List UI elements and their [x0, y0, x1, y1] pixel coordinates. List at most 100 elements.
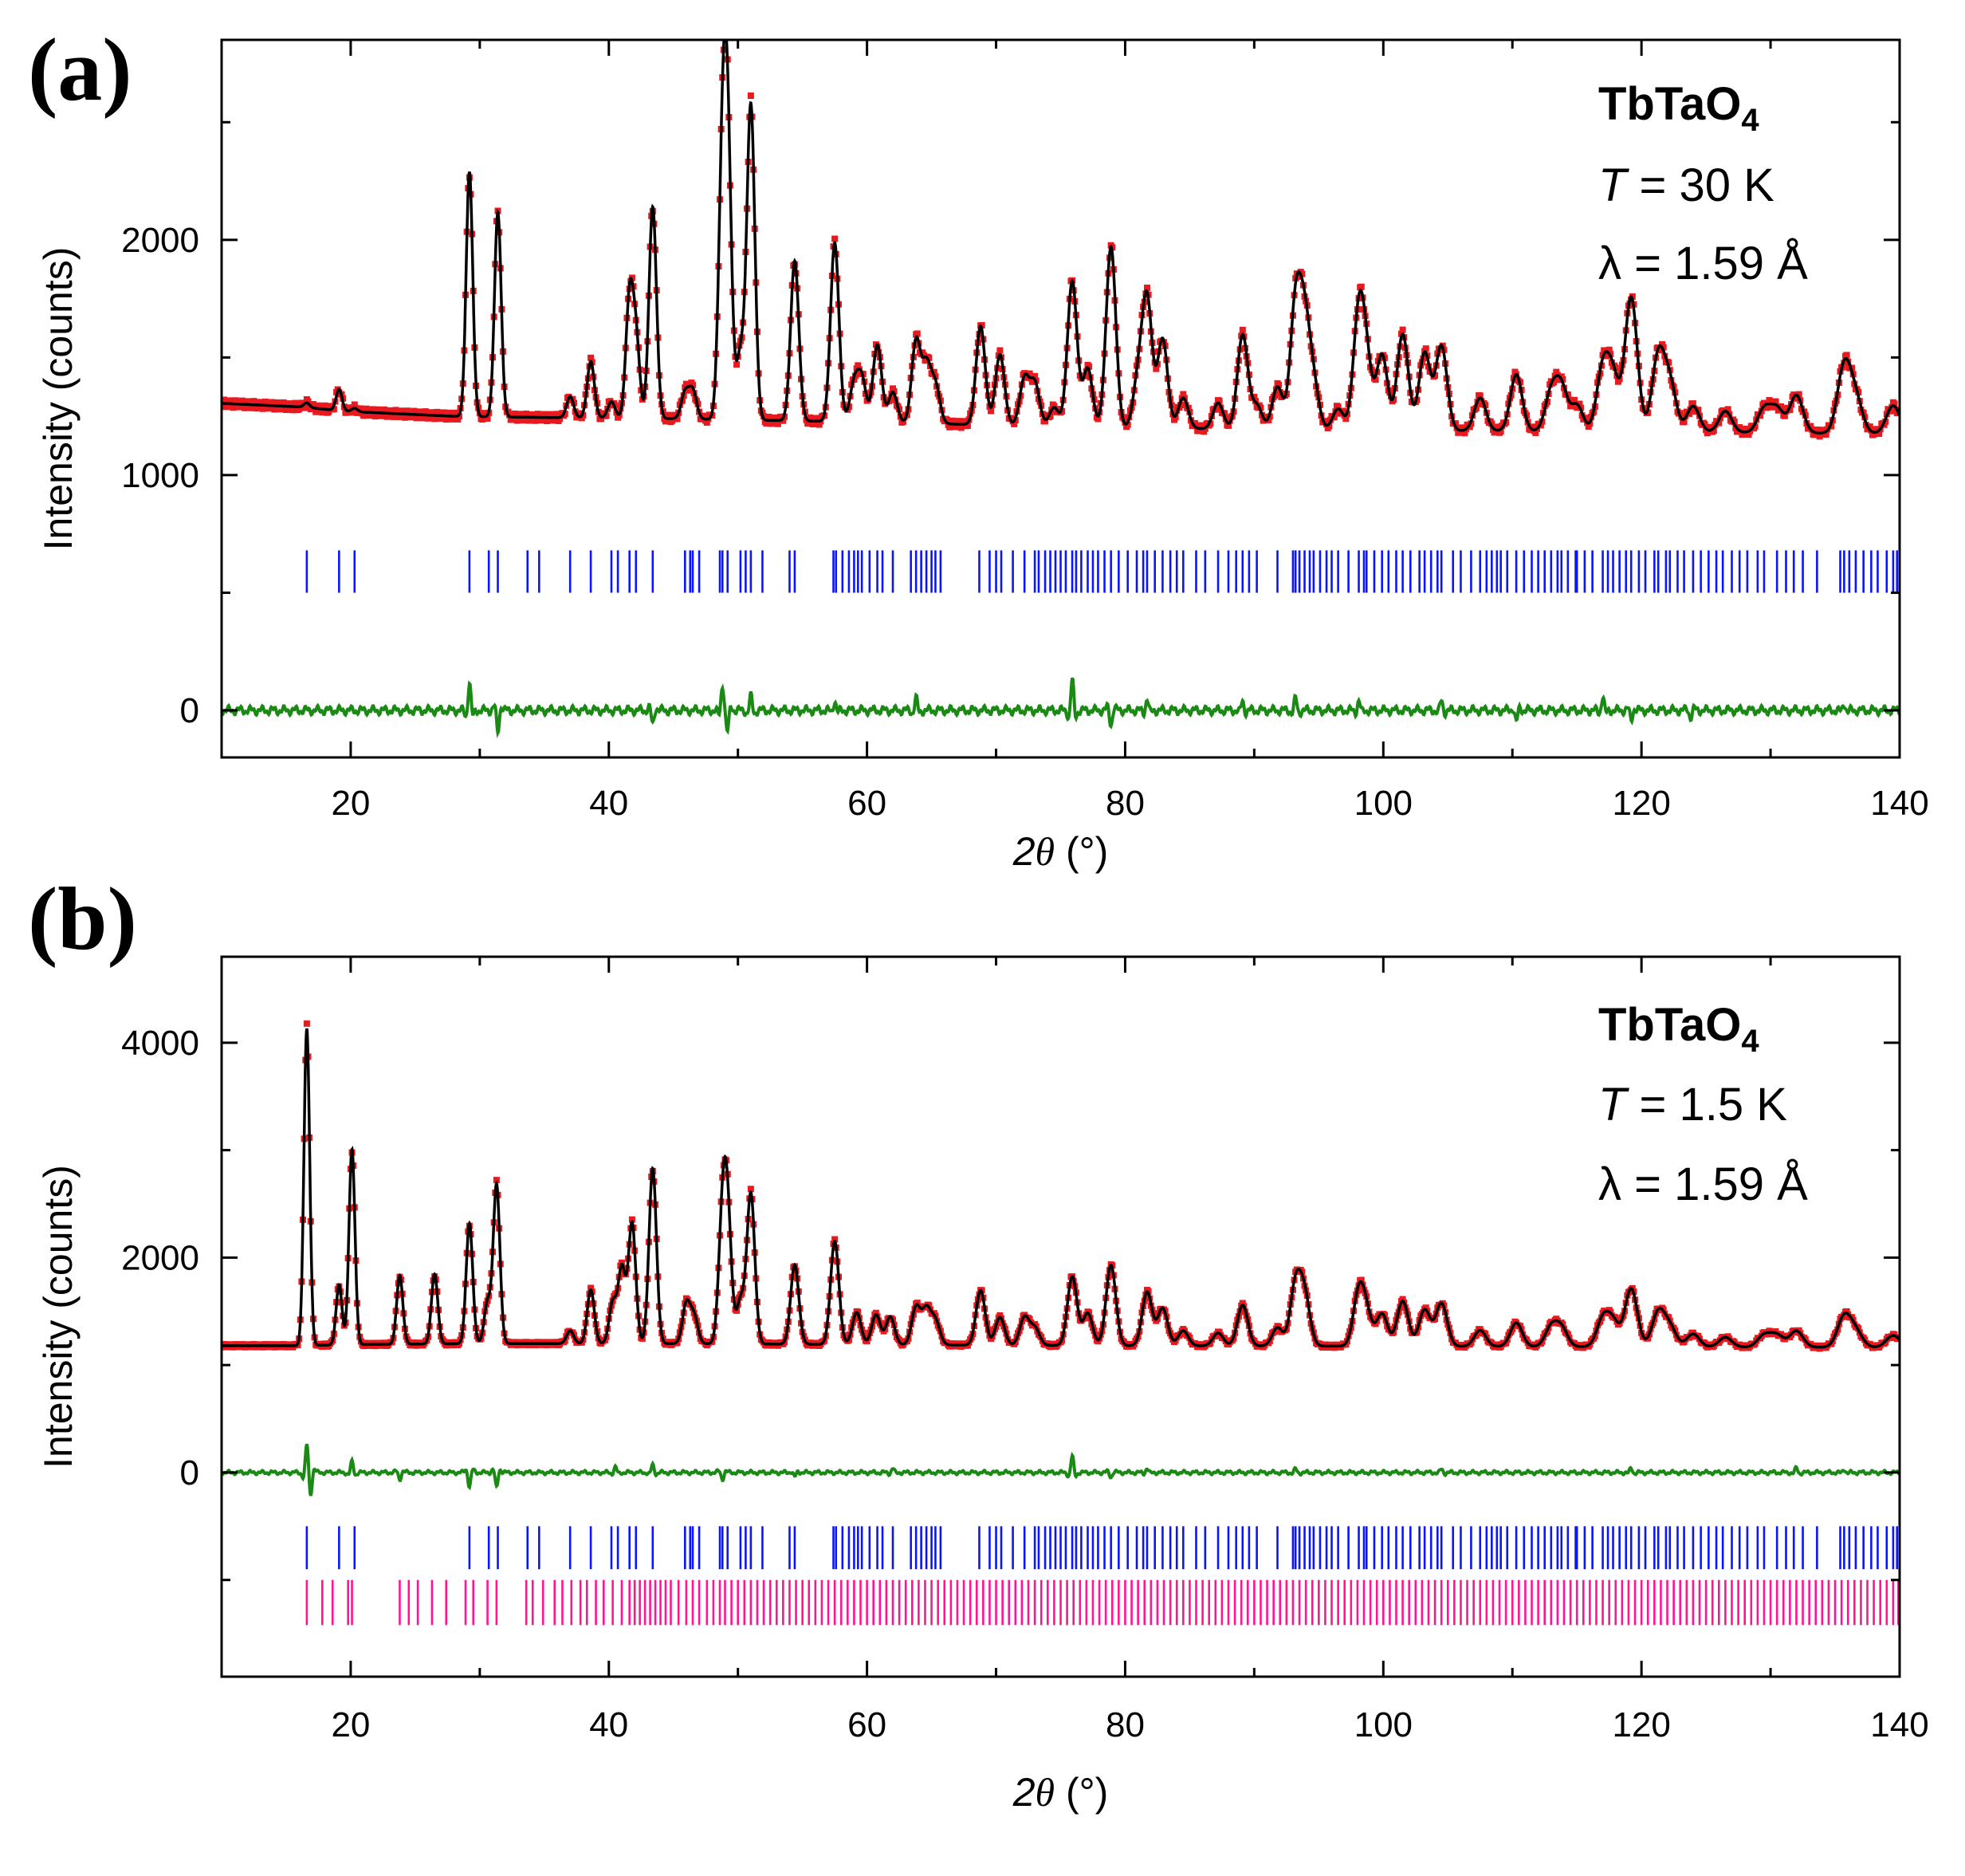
observed-point — [526, 415, 533, 423]
observed-point — [1763, 404, 1770, 411]
observed-point — [1570, 396, 1578, 403]
observed-point — [914, 330, 921, 337]
observed-point — [682, 380, 690, 387]
x-tick-label: 120 — [1612, 784, 1670, 823]
observed-point — [722, 32, 729, 38]
observed-point — [375, 407, 383, 415]
observed-point — [1026, 370, 1033, 377]
observed-point — [831, 1236, 839, 1243]
observed-point — [1715, 419, 1723, 427]
observed-point — [1582, 415, 1590, 422]
observed-point — [1822, 431, 1829, 438]
observed-point — [1456, 428, 1463, 435]
observed-point — [1476, 392, 1484, 399]
observed-point — [1807, 423, 1814, 430]
observed-point — [774, 420, 781, 427]
observed-point — [1326, 423, 1333, 430]
observed-point — [914, 1300, 921, 1307]
observed-point — [550, 417, 557, 424]
bragg-tick-row — [305, 550, 1899, 593]
observed-point — [1422, 345, 1429, 352]
observed-point — [1399, 326, 1406, 333]
observed-point — [1876, 431, 1883, 438]
observed-point — [225, 403, 232, 410]
observed-point — [1719, 407, 1727, 414]
observed-point — [1701, 421, 1708, 428]
observed-point — [378, 412, 385, 419]
observed-point — [961, 419, 969, 426]
y-axis-title: Intensity (counts) — [36, 247, 81, 551]
observed-point — [411, 407, 418, 415]
bragg-tick-row — [305, 1579, 1900, 1626]
plot-area — [222, 1020, 1900, 1626]
y-tick-label: 4000 — [121, 1024, 199, 1063]
observed-point — [1745, 431, 1752, 438]
axes-frame — [220, 955, 1901, 1678]
observed-point — [269, 399, 276, 406]
observed-point — [920, 352, 927, 359]
observed-point — [284, 404, 291, 411]
observed-point — [1686, 410, 1693, 417]
observed-point — [1680, 419, 1688, 426]
observed-point — [1216, 397, 1223, 404]
observed-point — [988, 407, 995, 415]
observed-point — [408, 414, 415, 421]
y-tick-label: 2000 — [121, 221, 199, 260]
observed-point — [479, 416, 486, 423]
observed-point — [944, 416, 951, 423]
observed-point — [1576, 400, 1583, 407]
x-tick-label: 40 — [589, 1705, 628, 1744]
observed-point — [438, 415, 445, 422]
observed-point — [628, 1216, 635, 1223]
observed-point — [517, 411, 525, 419]
observed-point — [703, 419, 710, 426]
observed-point — [1722, 411, 1729, 418]
x-tick-label: 80 — [1106, 1705, 1145, 1744]
observed-point — [259, 405, 266, 412]
y-tick-label: 0 — [180, 691, 199, 730]
observed-point — [1605, 346, 1613, 353]
observed-point — [1843, 352, 1850, 359]
x-tick-label: 20 — [331, 784, 370, 823]
observed-point — [1047, 412, 1054, 419]
observed-point — [230, 404, 237, 411]
observed-point — [357, 405, 364, 412]
observed-point — [780, 417, 787, 424]
observed-point — [1778, 403, 1785, 410]
observed-point — [1751, 423, 1759, 430]
axes-frame — [220, 38, 1901, 759]
x-tick-label: 80 — [1106, 784, 1145, 823]
observed-point — [1322, 418, 1329, 425]
x-tick-label: 140 — [1870, 784, 1928, 823]
observed-point — [236, 403, 243, 411]
panel-b: 20 40 60 80 100 120 140 0 2000 4000 2θ (°) Intensit… — [28, 870, 1929, 1815]
observed-point — [1811, 431, 1818, 439]
observed-point — [1372, 376, 1379, 383]
observed-point — [815, 421, 823, 428]
observed-point — [813, 415, 820, 422]
observed-point — [263, 400, 270, 407]
observed-point — [1760, 399, 1767, 407]
x-axis-title: 2θ (°) — [1012, 829, 1109, 874]
observed-point — [1275, 381, 1283, 388]
observed-point — [1866, 423, 1873, 431]
observed-point — [701, 412, 708, 419]
observed-point — [246, 399, 253, 406]
observed-point — [301, 404, 308, 411]
observed-point — [769, 419, 776, 426]
observed-point — [547, 412, 554, 419]
observed-point — [926, 354, 933, 361]
observed-point — [1793, 395, 1800, 402]
observed-point — [265, 404, 273, 411]
observed-point — [953, 423, 960, 431]
observed-point — [532, 417, 539, 424]
observed-point — [484, 415, 491, 422]
observed-point — [440, 409, 447, 416]
observed-point — [1340, 407, 1347, 415]
observed-point — [446, 411, 454, 418]
observed-point — [303, 1020, 310, 1027]
x-tick-label: 20 — [331, 1705, 370, 1744]
observed-point — [1180, 391, 1187, 398]
observed-point — [1497, 428, 1504, 435]
observed-point — [556, 415, 564, 423]
